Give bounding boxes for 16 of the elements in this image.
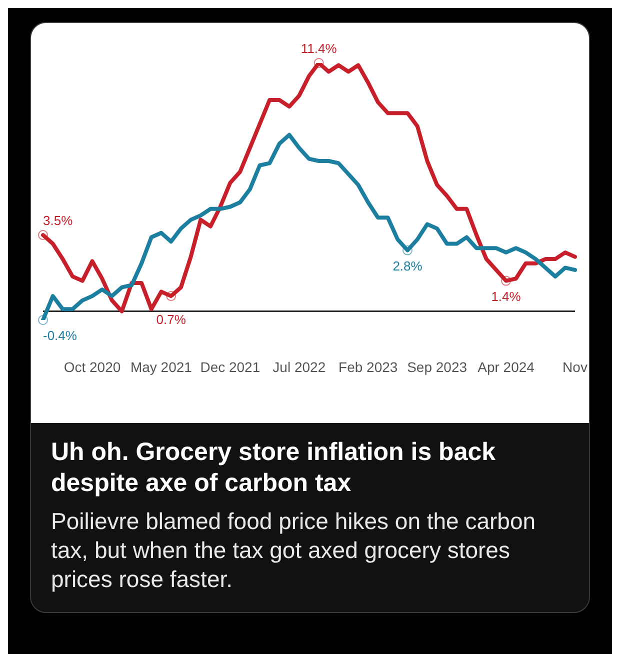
x-tick-label: Jul 2022 bbox=[272, 358, 326, 375]
data-label: 1.4% bbox=[491, 288, 522, 304]
x-tick-label: Sep 2023 bbox=[407, 358, 468, 375]
data-label: 2.8% bbox=[392, 258, 423, 274]
data-label: -0.4% bbox=[43, 328, 78, 343]
text: Uh oh. Grocery store inflation is back despite axe of carbon tax bbox=[51, 437, 497, 499]
x-tick-label: Oct 2020 bbox=[64, 358, 121, 375]
text: Poilievre blamed food price hikes on the carbon tax, but when the tax got axed grocery stores prices rose faster. bbox=[51, 507, 537, 594]
data-label: 3.5% bbox=[43, 213, 74, 228]
x-tick-label: Apr 2024 bbox=[478, 358, 535, 375]
x-tick-label: Nov bbox=[562, 358, 588, 375]
data-label: 11.4% bbox=[300, 41, 338, 56]
data-label: 0.7% bbox=[156, 312, 186, 328]
x-tick-label: Feb 2023 bbox=[338, 358, 398, 375]
x-tick-label: May 2021 bbox=[130, 358, 192, 375]
x-tick-label: Dec 2021 bbox=[200, 358, 260, 375]
